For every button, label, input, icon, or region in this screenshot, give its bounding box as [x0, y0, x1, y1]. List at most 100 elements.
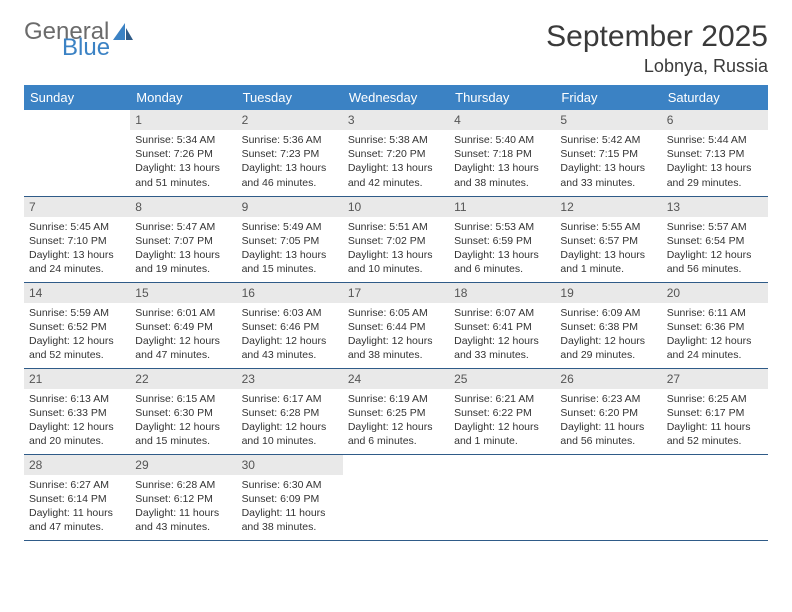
day-details: Sunrise: 5:38 AMSunset: 7:20 PMDaylight:… [343, 130, 449, 194]
calendar-day-cell [449, 454, 555, 540]
calendar-day-cell: 20Sunrise: 6:11 AMSunset: 6:36 PMDayligh… [662, 282, 768, 368]
day-details: Sunrise: 6:09 AMSunset: 6:38 PMDaylight:… [555, 303, 661, 367]
calendar-week-row: 14Sunrise: 5:59 AMSunset: 6:52 PMDayligh… [24, 282, 768, 368]
day-details: Sunrise: 5:53 AMSunset: 6:59 PMDaylight:… [449, 217, 555, 281]
calendar-day-cell: 13Sunrise: 5:57 AMSunset: 6:54 PMDayligh… [662, 196, 768, 282]
day-details: Sunrise: 6:21 AMSunset: 6:22 PMDaylight:… [449, 389, 555, 453]
weekday-header: Monday [130, 85, 236, 110]
day-details: Sunrise: 6:30 AMSunset: 6:09 PMDaylight:… [237, 475, 343, 539]
day-number: 9 [237, 197, 343, 217]
calendar-day-cell [555, 454, 661, 540]
day-details: Sunrise: 5:59 AMSunset: 6:52 PMDaylight:… [24, 303, 130, 367]
day-details: Sunrise: 5:55 AMSunset: 6:57 PMDaylight:… [555, 217, 661, 281]
day-details: Sunrise: 6:17 AMSunset: 6:28 PMDaylight:… [237, 389, 343, 453]
day-number: 20 [662, 283, 768, 303]
day-number: 27 [662, 369, 768, 389]
logo-sail-icon [112, 22, 134, 47]
day-details: Sunrise: 6:13 AMSunset: 6:33 PMDaylight:… [24, 389, 130, 453]
day-number: 28 [24, 455, 130, 475]
calendar-week-row: 7Sunrise: 5:45 AMSunset: 7:10 PMDaylight… [24, 196, 768, 282]
day-details: Sunrise: 6:27 AMSunset: 6:14 PMDaylight:… [24, 475, 130, 539]
calendar-week-row: 1Sunrise: 5:34 AMSunset: 7:26 PMDaylight… [24, 110, 768, 196]
day-number: 26 [555, 369, 661, 389]
calendar-day-cell: 30Sunrise: 6:30 AMSunset: 6:09 PMDayligh… [237, 454, 343, 540]
calendar-day-cell [343, 454, 449, 540]
day-details: Sunrise: 5:36 AMSunset: 7:23 PMDaylight:… [237, 130, 343, 194]
weekday-header: Wednesday [343, 85, 449, 110]
day-number: 23 [237, 369, 343, 389]
day-details: Sunrise: 5:57 AMSunset: 6:54 PMDaylight:… [662, 217, 768, 281]
day-details: Sunrise: 6:25 AMSunset: 6:17 PMDaylight:… [662, 389, 768, 453]
day-details: Sunrise: 6:03 AMSunset: 6:46 PMDaylight:… [237, 303, 343, 367]
title-block: September 2025 Lobnya, Russia [546, 20, 768, 77]
day-number: 1 [130, 110, 236, 130]
calendar-day-cell [24, 110, 130, 196]
day-number: 10 [343, 197, 449, 217]
day-number: 12 [555, 197, 661, 217]
day-number: 17 [343, 283, 449, 303]
day-number: 7 [24, 197, 130, 217]
day-details: Sunrise: 6:19 AMSunset: 6:25 PMDaylight:… [343, 389, 449, 453]
calendar-day-cell: 7Sunrise: 5:45 AMSunset: 7:10 PMDaylight… [24, 196, 130, 282]
calendar-day-cell: 23Sunrise: 6:17 AMSunset: 6:28 PMDayligh… [237, 368, 343, 454]
calendar-body: 1Sunrise: 5:34 AMSunset: 7:26 PMDaylight… [24, 110, 768, 540]
calendar-day-cell: 1Sunrise: 5:34 AMSunset: 7:26 PMDaylight… [130, 110, 236, 196]
month-title: September 2025 [546, 20, 768, 54]
calendar-day-cell: 2Sunrise: 5:36 AMSunset: 7:23 PMDaylight… [237, 110, 343, 196]
calendar-day-cell: 6Sunrise: 5:44 AMSunset: 7:13 PMDaylight… [662, 110, 768, 196]
calendar-day-cell [662, 454, 768, 540]
day-number: 21 [24, 369, 130, 389]
day-number: 15 [130, 283, 236, 303]
weekday-header-row: Sunday Monday Tuesday Wednesday Thursday… [24, 85, 768, 110]
day-number: 24 [343, 369, 449, 389]
logo: General Blue [24, 20, 134, 60]
day-number-empty [449, 455, 555, 475]
calendar-day-cell: 17Sunrise: 6:05 AMSunset: 6:44 PMDayligh… [343, 282, 449, 368]
calendar-day-cell: 28Sunrise: 6:27 AMSunset: 6:14 PMDayligh… [24, 454, 130, 540]
day-details: Sunrise: 6:28 AMSunset: 6:12 PMDaylight:… [130, 475, 236, 539]
weekday-header: Friday [555, 85, 661, 110]
day-number: 11 [449, 197, 555, 217]
day-number: 4 [449, 110, 555, 130]
day-details: Sunrise: 5:42 AMSunset: 7:15 PMDaylight:… [555, 130, 661, 194]
day-number-empty [24, 110, 130, 130]
weekday-header: Sunday [24, 85, 130, 110]
day-details: Sunrise: 5:49 AMSunset: 7:05 PMDaylight:… [237, 217, 343, 281]
calendar-day-cell: 16Sunrise: 6:03 AMSunset: 6:46 PMDayligh… [237, 282, 343, 368]
calendar-week-row: 28Sunrise: 6:27 AMSunset: 6:14 PMDayligh… [24, 454, 768, 540]
day-details: Sunrise: 5:45 AMSunset: 7:10 PMDaylight:… [24, 217, 130, 281]
calendar-day-cell: 15Sunrise: 6:01 AMSunset: 6:49 PMDayligh… [130, 282, 236, 368]
calendar-table: Sunday Monday Tuesday Wednesday Thursday… [24, 85, 768, 541]
calendar-day-cell: 12Sunrise: 5:55 AMSunset: 6:57 PMDayligh… [555, 196, 661, 282]
day-number: 16 [237, 283, 343, 303]
day-number: 5 [555, 110, 661, 130]
day-number: 25 [449, 369, 555, 389]
day-details: Sunrise: 5:47 AMSunset: 7:07 PMDaylight:… [130, 217, 236, 281]
calendar-day-cell: 5Sunrise: 5:42 AMSunset: 7:15 PMDaylight… [555, 110, 661, 196]
day-details: Sunrise: 6:07 AMSunset: 6:41 PMDaylight:… [449, 303, 555, 367]
location-label: Lobnya, Russia [546, 56, 768, 77]
day-details: Sunrise: 5:40 AMSunset: 7:18 PMDaylight:… [449, 130, 555, 194]
calendar-day-cell: 26Sunrise: 6:23 AMSunset: 6:20 PMDayligh… [555, 368, 661, 454]
calendar-day-cell: 21Sunrise: 6:13 AMSunset: 6:33 PMDayligh… [24, 368, 130, 454]
calendar-day-cell: 22Sunrise: 6:15 AMSunset: 6:30 PMDayligh… [130, 368, 236, 454]
calendar-day-cell: 18Sunrise: 6:07 AMSunset: 6:41 PMDayligh… [449, 282, 555, 368]
weekday-header: Tuesday [237, 85, 343, 110]
weekday-header: Thursday [449, 85, 555, 110]
day-details: Sunrise: 5:44 AMSunset: 7:13 PMDaylight:… [662, 130, 768, 194]
day-number: 22 [130, 369, 236, 389]
day-number: 3 [343, 110, 449, 130]
calendar-day-cell: 3Sunrise: 5:38 AMSunset: 7:20 PMDaylight… [343, 110, 449, 196]
day-number-empty [555, 455, 661, 475]
day-number: 6 [662, 110, 768, 130]
day-number: 29 [130, 455, 236, 475]
calendar-day-cell: 24Sunrise: 6:19 AMSunset: 6:25 PMDayligh… [343, 368, 449, 454]
calendar-day-cell: 27Sunrise: 6:25 AMSunset: 6:17 PMDayligh… [662, 368, 768, 454]
calendar-day-cell: 9Sunrise: 5:49 AMSunset: 7:05 PMDaylight… [237, 196, 343, 282]
logo-text-blue: Blue [62, 36, 110, 60]
calendar-day-cell: 25Sunrise: 6:21 AMSunset: 6:22 PMDayligh… [449, 368, 555, 454]
day-number-empty [343, 455, 449, 475]
day-number: 14 [24, 283, 130, 303]
day-number: 30 [237, 455, 343, 475]
day-number: 19 [555, 283, 661, 303]
